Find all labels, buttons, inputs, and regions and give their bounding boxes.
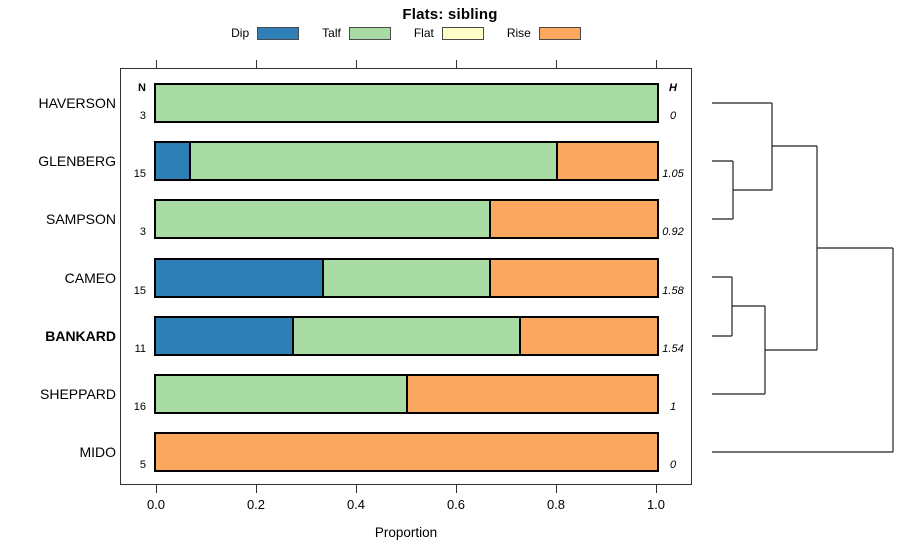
n-column-header: N xyxy=(138,82,146,94)
n-value: 11 xyxy=(134,343,146,355)
x-tick-label: 0.4 xyxy=(346,497,366,512)
legend-label: Flat xyxy=(413,26,434,40)
category-label-cameo: CAMEO xyxy=(64,270,116,286)
bar-segment-rise xyxy=(488,201,657,237)
n-value: 15 xyxy=(133,168,146,180)
n-value: 3 xyxy=(139,226,146,238)
legend-item-talf: Talf xyxy=(322,26,391,40)
h-column-header: H xyxy=(669,82,677,94)
legend-item-dip: Dip xyxy=(231,26,300,40)
x-tick-label: 1.0 xyxy=(646,497,666,512)
axis-tick-top xyxy=(356,60,357,68)
axis-tick-bottom xyxy=(656,485,657,493)
h-value: 1.05 xyxy=(662,168,684,180)
category-label-sheppard: SHEPPARD xyxy=(40,386,116,402)
category-label-mido: MIDO xyxy=(79,444,116,460)
bar-segment-talf xyxy=(291,318,520,354)
h-value: 0 xyxy=(669,459,677,471)
bar-segment-talf xyxy=(156,85,657,121)
stacked-bar-sheppard xyxy=(154,374,659,414)
legend: Dip Talf Flat Rise xyxy=(120,26,692,40)
h-value: 0 xyxy=(669,110,677,122)
x-tick-label: 0.0 xyxy=(146,497,166,512)
h-value: 0.92 xyxy=(662,226,684,238)
stacked-bar-sampson xyxy=(154,199,659,239)
chart-title: Flats: sibling xyxy=(402,6,498,23)
x-tick-label: 0.6 xyxy=(446,497,466,512)
bar-segment-dip xyxy=(156,260,322,296)
bar-segment-talf xyxy=(189,143,556,179)
stacked-bar-bankard xyxy=(154,316,659,356)
plot-area xyxy=(120,68,692,485)
h-value: 1.54 xyxy=(662,343,684,355)
legend-item-rise: Rise xyxy=(507,26,581,40)
axis-tick-top xyxy=(556,60,557,68)
bar-segment-rise xyxy=(555,143,657,179)
legend-label: Dip xyxy=(231,26,250,40)
x-axis-title: Proportion xyxy=(374,525,438,540)
legend-label: Talf xyxy=(322,26,341,40)
x-tick-label: 0.2 xyxy=(246,497,266,512)
axis-tick-top xyxy=(156,60,157,68)
stacked-bar-cameo xyxy=(154,258,659,298)
axis-tick-top xyxy=(456,60,457,68)
legend-swatch xyxy=(441,26,484,40)
axis-tick-bottom xyxy=(256,485,257,493)
bar-segment-rise xyxy=(519,318,657,354)
bar-segment-rise xyxy=(489,260,658,296)
stacked-bar-haverson xyxy=(154,83,659,123)
bar-segment-talf xyxy=(156,376,406,412)
category-label-glenberg: GLENBERG xyxy=(38,153,116,169)
axis-tick-top xyxy=(256,60,257,68)
n-value: 16 xyxy=(133,401,146,413)
n-value: 15 xyxy=(133,285,146,297)
x-tick-label: 0.8 xyxy=(546,497,566,512)
category-label-bankard: BANKARD xyxy=(45,328,116,344)
stacked-bar-mido xyxy=(154,432,659,472)
h-value: 1.58 xyxy=(662,285,684,297)
category-label-haverson: HAVERSON xyxy=(38,95,116,111)
legend-swatch xyxy=(348,26,391,40)
bar-segment-dip xyxy=(156,318,292,354)
n-value: 3 xyxy=(139,110,146,122)
axis-tick-top xyxy=(656,60,657,68)
legend-swatch xyxy=(257,26,300,40)
legend-swatch xyxy=(538,26,581,40)
bar-segment-dip xyxy=(156,143,190,179)
n-value: 5 xyxy=(139,459,146,471)
bar-segment-rise xyxy=(405,376,657,412)
h-value: 1 xyxy=(669,401,677,413)
bar-segment-talf xyxy=(321,260,490,296)
axis-tick-bottom xyxy=(356,485,357,493)
legend-item-flat: Flat xyxy=(414,26,484,40)
category-label-sampson: SAMPSON xyxy=(45,211,116,227)
axis-tick-bottom xyxy=(156,485,157,493)
axis-tick-bottom xyxy=(556,485,557,493)
bar-segment-talf xyxy=(156,201,489,237)
legend-label: Rise xyxy=(506,26,531,40)
bar-segment-rise xyxy=(156,434,657,470)
stacked-bar-glenberg xyxy=(154,141,659,181)
axis-tick-bottom xyxy=(456,485,457,493)
